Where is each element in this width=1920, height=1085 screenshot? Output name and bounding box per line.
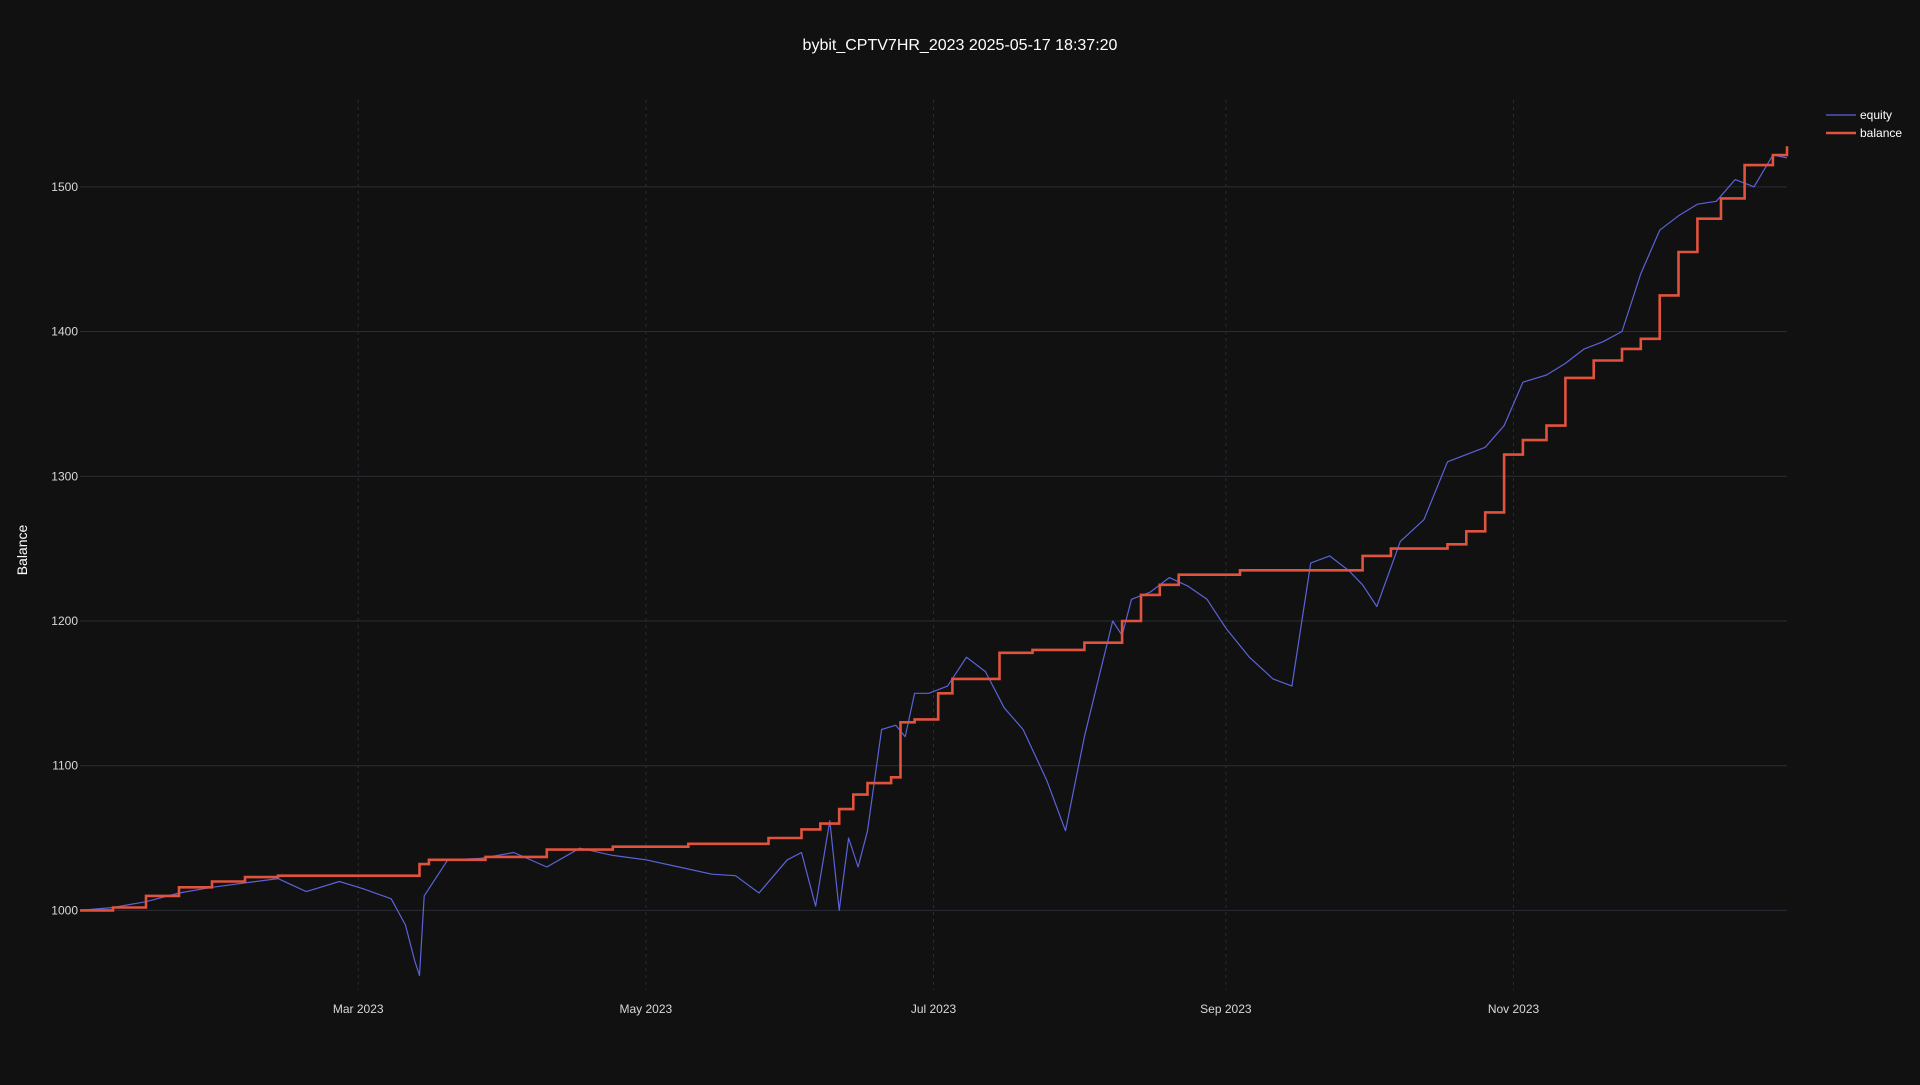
x-tick-label: Jul 2023 [911, 1002, 957, 1016]
x-tick-label: Mar 2023 [333, 1002, 384, 1016]
y-tick-label: 1300 [51, 469, 78, 483]
series-line-balance [80, 146, 1789, 912]
grid [80, 100, 1787, 990]
y-axis-label: Balance [14, 524, 30, 575]
legend-item-balance[interactable]: balance [1826, 126, 1902, 140]
y-tick-label: 1100 [52, 759, 78, 773]
series-lines [79, 146, 1789, 977]
x-tick-label: May 2023 [620, 1002, 673, 1016]
y-tick-label: 1000 [51, 903, 78, 917]
chart-title: bybit_CPTV7HR_2023 2025-05-17 18:37:20 [803, 37, 1118, 54]
legend-label-balance: balance [1860, 126, 1902, 140]
legend-label-equity: equity [1860, 108, 1892, 122]
axis-ticks: 1000 1100 1200 1300 1400 1500 Mar 2023 May 2023… [51, 180, 1539, 1016]
y-tick-label: 1200 [51, 614, 78, 628]
legend-item-equity[interactable]: equity [1826, 108, 1892, 122]
y-tick-label: 1400 [51, 325, 78, 339]
x-tick-label: Sep 2023 [1200, 1002, 1252, 1016]
series-line-equity [79, 154, 1788, 977]
y-tick-label: 1500 [51, 180, 78, 194]
legend[interactable]: equity balance [1826, 108, 1902, 140]
x-tick-label: Nov 2023 [1488, 1002, 1540, 1016]
